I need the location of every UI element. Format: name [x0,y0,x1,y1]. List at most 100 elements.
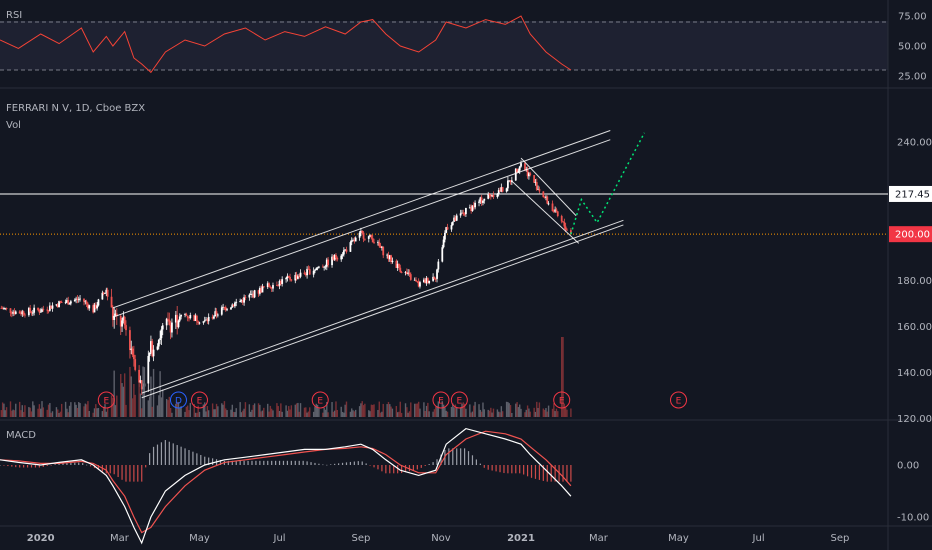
volume-bar [444,407,446,417]
volume-bar [235,408,237,417]
volume-bar [205,411,207,417]
volume-bar [4,410,6,417]
volume-bar [42,407,45,417]
macd-histogram-bar [338,463,340,465]
volume-bar [520,408,522,417]
candle-body [56,304,59,307]
volume-bar [211,403,214,417]
candle-body [174,314,177,323]
volume-bar [78,402,80,417]
volume-bar [323,407,325,417]
candle-body [535,182,538,190]
candle-body [342,250,345,255]
volume-bar [0,410,3,417]
volume-bar [261,410,264,417]
earnings-marker [450,391,468,409]
volume-bar [3,403,5,417]
volume-bar [331,402,333,417]
candle-body [437,261,440,270]
candle-body [333,254,336,260]
macd-histogram-bar [326,464,328,466]
candle-body [508,180,511,182]
volume-bar [324,409,327,417]
volume-bar [360,403,362,417]
macd-histogram-bar [318,463,320,465]
macd-histogram-bar [149,453,151,465]
volume-bar [492,408,495,417]
candle-body [134,359,137,370]
candle-body [106,289,109,297]
volume-bar [410,402,412,417]
macd-histogram-bar [74,462,76,465]
volume-bar [414,403,416,417]
macd-histogram-bar [511,465,513,474]
volume-bar [479,409,482,417]
candle-body [157,339,160,347]
candle-body [88,305,91,309]
candle-body [514,168,517,181]
candle-body [286,275,289,279]
volume-bar [95,404,97,417]
rsi-tick-label: 25.00 [898,72,927,83]
volume-bar [516,402,518,417]
candle-body [257,290,260,294]
candle-body [121,320,123,327]
candle-body [314,270,316,271]
volume-bar [142,366,144,417]
volume-bar [482,402,484,417]
volume-bar [74,402,76,417]
earnings-marker-label: E [197,397,203,407]
volume-bar [386,404,388,417]
candle-body [252,293,255,298]
volume-bar [55,407,58,417]
candle-body [27,308,30,316]
candle-body [492,195,495,198]
candle-body [226,309,228,311]
candle-body [433,276,436,279]
candle-body [297,276,299,279]
candle-body [483,198,486,201]
candle-body [269,286,272,288]
candle-body [353,240,356,242]
volume-bar [113,370,115,417]
volume-bar [232,411,235,417]
volume-bar [417,401,420,417]
current-price-value: 217.45 [895,189,930,200]
macd-histogram-bar [34,465,37,468]
trend-channel-line [141,224,624,399]
macd-histogram-bar [7,465,9,467]
candle-body [30,311,33,313]
candle-body [479,197,482,202]
macd-histogram-bar [188,450,190,465]
macd-histogram-bar [38,465,40,468]
candle-body [14,311,17,314]
earnings-marker-label: E [103,397,109,407]
macd-histogram-bar [515,465,517,474]
volume-bar [13,410,16,417]
candle-body [505,188,508,192]
volume-bar [226,410,228,417]
candle-body [562,221,564,223]
volume-bar [225,408,227,417]
volume-bar [433,409,436,417]
volume-bar [314,406,316,417]
candle-body [270,287,273,289]
candle-body [186,315,189,318]
volume-bar [180,406,182,417]
volume-bar [395,406,398,417]
volume-bar [214,409,216,417]
macd-histogram-bar [208,457,210,465]
candle-body [169,324,172,333]
candle-body [64,302,67,304]
volume-bar [169,408,172,417]
candle-body [321,266,324,268]
candle-body [216,314,219,316]
macd-histogram-bar [133,465,135,482]
candle-body [46,309,49,311]
volume-bar [37,408,39,417]
candle-body [478,201,480,203]
candle-body [156,346,159,350]
volume-bar [473,405,475,417]
volume-bar [32,401,34,417]
